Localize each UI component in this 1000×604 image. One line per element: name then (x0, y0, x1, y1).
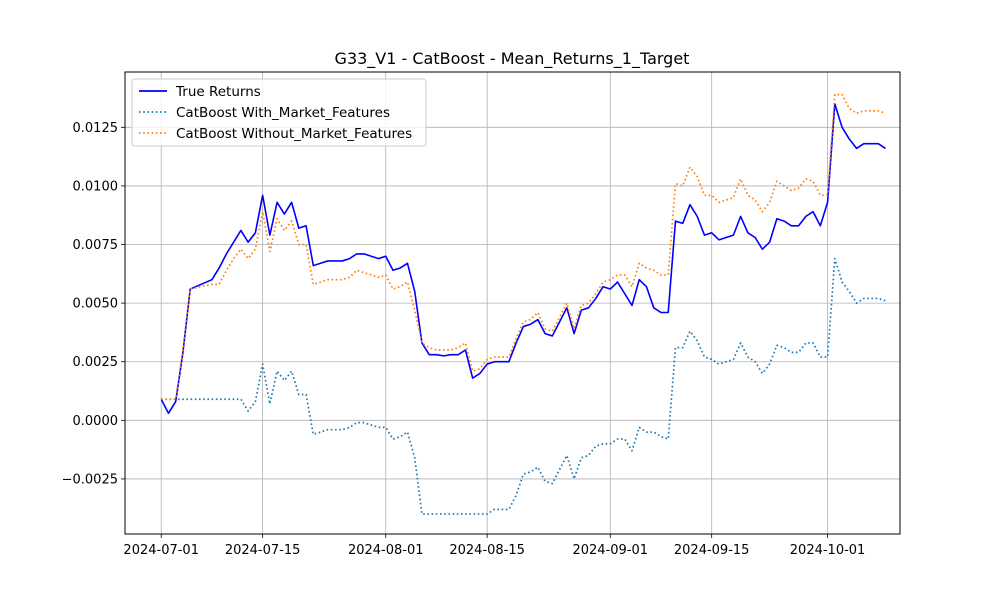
legend: True Returns CatBoost With_Market_Feature… (131, 78, 427, 147)
x-tick-label: 2024-08-15 (449, 543, 525, 558)
x-tick-label: 2024-07-01 (123, 543, 199, 558)
grid-lines (125, 72, 900, 534)
legend-label-3: CatBoost Without_Market_Features (176, 126, 412, 142)
y-tick-label: 0.0050 (73, 297, 119, 312)
y-tick-label: 0.0100 (73, 179, 119, 194)
x-tick-label: 2024-10-01 (790, 543, 866, 558)
series-lines (160, 93, 886, 515)
legend-label-2: CatBoost With_Market_Features (176, 105, 390, 121)
x-tick-label: 2024-09-01 (572, 543, 648, 558)
x-tick-label: 2024-08-01 (348, 543, 424, 558)
x-tick-label: 2024-09-15 (674, 543, 750, 558)
chart-title: G33_V1 - CatBoost - Mean_Returns_1_Targe… (335, 49, 690, 69)
y-tick-label: −0.0025 (62, 472, 118, 487)
y-tick-label: 0.0075 (73, 238, 119, 253)
series-line-1 (160, 103, 886, 415)
y-tick-label: 0.0125 (73, 121, 119, 136)
x-tick-label: 2024-07-15 (225, 543, 301, 558)
axes: 2024-07-01 2024-07-15 2024-08-01 2024-08-15… (62, 121, 866, 558)
legend-box (131, 78, 427, 147)
series-line-2 (161, 257, 886, 515)
y-tick-label: 0.0025 (73, 355, 119, 370)
series-line-3 (161, 93, 886, 401)
legend-label-1: True Returns (175, 84, 261, 100)
y-tick-label: 0.0000 (73, 414, 119, 429)
